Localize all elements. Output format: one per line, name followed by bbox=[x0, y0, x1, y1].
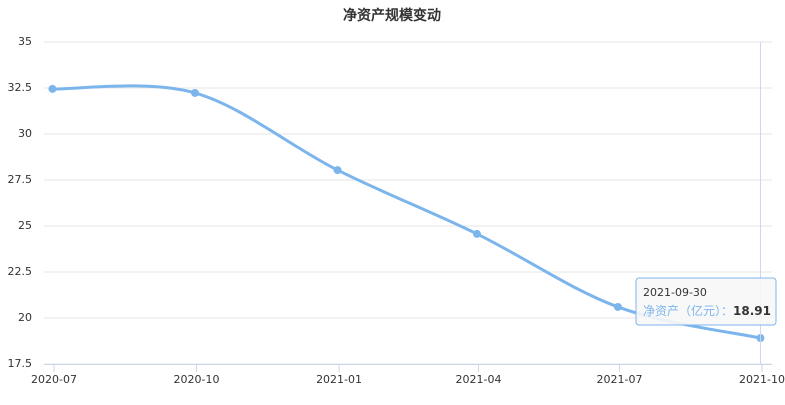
tooltip-date: 2021-09-30 bbox=[643, 286, 707, 299]
tooltip-box bbox=[635, 277, 777, 326]
tooltip-value: 18.91 bbox=[733, 304, 771, 318]
y-tick-label: 27.5 bbox=[8, 173, 33, 186]
y-tick-label: 32.5 bbox=[8, 81, 33, 94]
x-tick-label: 2021-07 bbox=[596, 373, 642, 386]
y-tick-label: 25 bbox=[18, 219, 32, 232]
point bbox=[613, 302, 622, 311]
y-tick-label: 20 bbox=[18, 311, 32, 324]
point bbox=[333, 166, 342, 175]
x-tick-label: 2021-04 bbox=[456, 373, 502, 386]
tooltip-text: 净资产（亿元）：18.91 bbox=[643, 303, 771, 318]
y-tick-label: 30 bbox=[18, 127, 32, 140]
y-tick-label: 17.5 bbox=[8, 357, 33, 370]
chart-title: 净资产规模变动 bbox=[343, 7, 441, 24]
x-tick-label: 2020-10 bbox=[174, 373, 220, 386]
point bbox=[472, 229, 481, 238]
point bbox=[190, 88, 199, 97]
tooltip: 2021-09-30 净资产（亿元）：18.91 bbox=[635, 277, 777, 326]
point bbox=[48, 84, 57, 93]
y-tick-label: 22.5 bbox=[8, 265, 33, 278]
x-tick-label: 2020-07 bbox=[31, 373, 77, 386]
x-tick-label: 2021-01 bbox=[316, 373, 362, 386]
line bbox=[52, 84, 761, 340]
y-tick-label: 35 bbox=[18, 35, 32, 48]
x-tick-label: 2021-10 bbox=[739, 373, 785, 386]
tooltip-label: 净资产（亿元）： bbox=[643, 303, 733, 318]
